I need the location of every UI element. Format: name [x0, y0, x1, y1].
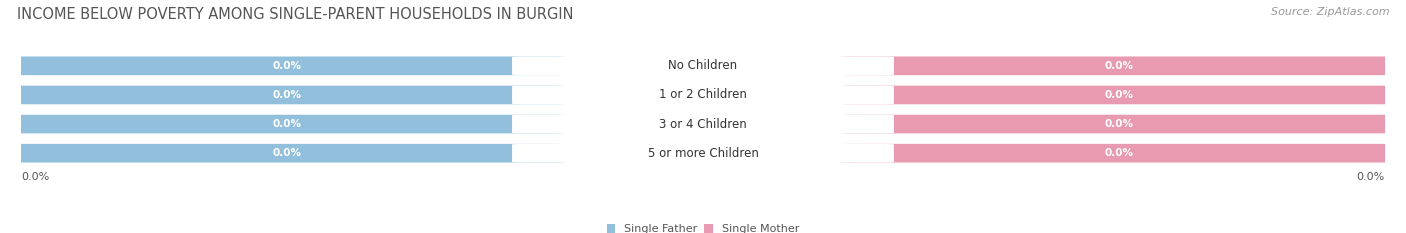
- FancyBboxPatch shape: [7, 144, 1399, 163]
- FancyBboxPatch shape: [512, 115, 894, 133]
- FancyBboxPatch shape: [512, 144, 894, 163]
- FancyBboxPatch shape: [839, 86, 1399, 104]
- Text: 0.0%: 0.0%: [273, 90, 301, 100]
- FancyBboxPatch shape: [7, 86, 567, 104]
- FancyBboxPatch shape: [839, 144, 1399, 163]
- Text: No Children: No Children: [668, 59, 738, 72]
- Text: 0.0%: 0.0%: [1105, 61, 1133, 71]
- Text: 0.0%: 0.0%: [273, 148, 301, 158]
- FancyBboxPatch shape: [7, 56, 1399, 75]
- Text: 0.0%: 0.0%: [273, 61, 301, 71]
- FancyBboxPatch shape: [839, 56, 1399, 75]
- Text: 0.0%: 0.0%: [273, 119, 301, 129]
- Text: 1 or 2 Children: 1 or 2 Children: [659, 89, 747, 101]
- Text: 3 or 4 Children: 3 or 4 Children: [659, 118, 747, 130]
- FancyBboxPatch shape: [839, 115, 1399, 133]
- Text: 0.0%: 0.0%: [1105, 148, 1133, 158]
- FancyBboxPatch shape: [7, 56, 567, 75]
- Text: 0.0%: 0.0%: [21, 172, 49, 182]
- Text: 0.0%: 0.0%: [1105, 119, 1133, 129]
- FancyBboxPatch shape: [512, 56, 894, 75]
- FancyBboxPatch shape: [7, 144, 567, 163]
- FancyBboxPatch shape: [7, 115, 567, 133]
- FancyBboxPatch shape: [7, 86, 1399, 104]
- FancyBboxPatch shape: [7, 115, 1399, 133]
- Text: 0.0%: 0.0%: [1357, 172, 1385, 182]
- Text: INCOME BELOW POVERTY AMONG SINGLE-PARENT HOUSEHOLDS IN BURGIN: INCOME BELOW POVERTY AMONG SINGLE-PARENT…: [17, 7, 574, 22]
- Legend: Single Father, Single Mother: Single Father, Single Mother: [606, 224, 800, 233]
- Text: 0.0%: 0.0%: [1105, 90, 1133, 100]
- Text: 5 or more Children: 5 or more Children: [648, 147, 758, 160]
- FancyBboxPatch shape: [512, 86, 894, 104]
- Text: Source: ZipAtlas.com: Source: ZipAtlas.com: [1271, 7, 1389, 17]
